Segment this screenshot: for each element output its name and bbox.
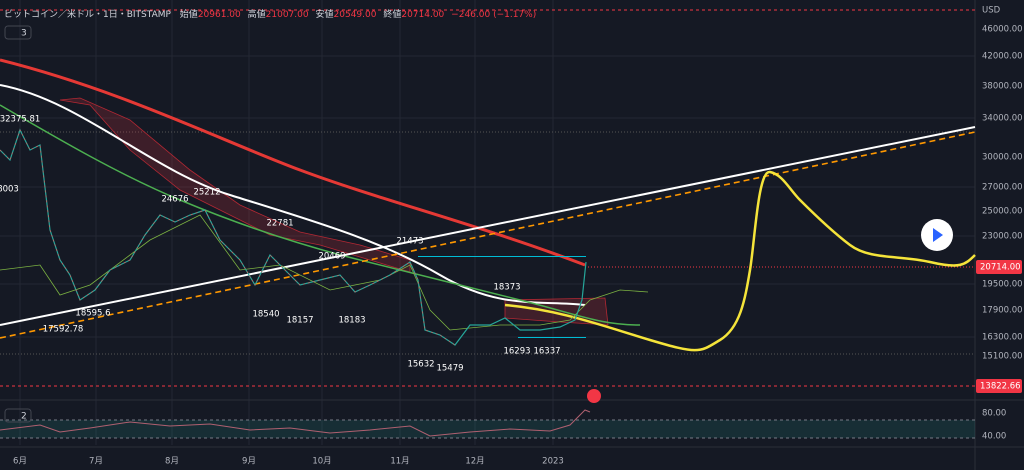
price-tick: 19500.00 (982, 280, 1023, 290)
time-tick: 10月 (312, 457, 331, 467)
price-tick: 17900.00 (982, 306, 1023, 316)
high: 21007.00 (266, 10, 309, 20)
change: −246.00 (−1.17%) (451, 10, 536, 20)
time-tick: 8月 (165, 457, 179, 467)
play-icon (933, 228, 943, 242)
projection (504, 170, 976, 352)
price-annotation: 24676 (161, 195, 188, 205)
price-annotation: 16293 (503, 347, 530, 357)
time-axis: 6月 7月 8月 9月 10月 11月 12月 2023 (13, 457, 564, 467)
price-annotation: 18157 (286, 316, 313, 326)
high-label: 高値 (248, 8, 266, 20)
price-tick: 30000.00 (982, 153, 1023, 163)
event-marker[interactable] (587, 389, 601, 403)
time-tick: 9月 (242, 457, 256, 467)
price-tick: 15100.00 (982, 352, 1023, 362)
symbol: ビットコイン／米ドル・1日・BITSTAMP (4, 8, 171, 20)
price-annotation: 18595.6 (75, 309, 110, 319)
time-tick: 2023 (542, 457, 564, 467)
price-annotation: 8003 (0, 185, 19, 195)
price-annotation: 16337 (533, 347, 560, 357)
price-tick: 42000.00 (982, 52, 1023, 62)
price-annotation: 21473 (396, 237, 423, 247)
price-annotation: 15479 (436, 364, 463, 374)
price-tick: 34000.00 (982, 114, 1023, 124)
indicator-toggle[interactable] (4, 408, 32, 423)
price-annotation: 25212 (193, 188, 220, 198)
price-tag (976, 260, 1022, 274)
annotations: 32375.81 8003 24676 25212 22781 21473 20469 183… (0, 115, 561, 374)
price-path-down (0, 129, 456, 346)
price-axis: 46000.00 42000.00 38000.00 34000.00 30000.00… (982, 25, 1023, 362)
price-tick: 27000.00 (982, 183, 1023, 193)
price-tick: 38000.00 (982, 82, 1023, 92)
time-tick: 12月 (465, 457, 484, 467)
rsi-tick: 80.00 (982, 409, 1006, 419)
price-tick: 23000.00 (982, 232, 1023, 242)
ma-200 (0, 58, 586, 267)
indicator-toggle[interactable] (4, 25, 32, 40)
open-label: 始値 (180, 8, 198, 20)
time-tick: 11月 (390, 457, 409, 467)
lagging-span (0, 214, 649, 331)
time-tick: 7月 (89, 457, 103, 467)
ma-50 (0, 104, 641, 326)
price-tag (976, 379, 1022, 393)
rsi-band (0, 420, 975, 438)
price-annotation: 22781 (266, 219, 293, 229)
time-tick: 6月 (13, 457, 27, 467)
marker-price: 13822.66 (980, 382, 1021, 392)
low-label: 安値 (315, 8, 333, 20)
currency: USD (982, 6, 1001, 16)
range-box (518, 337, 586, 338)
price-annotation: 17592.78 (43, 325, 84, 335)
grid (0, 0, 975, 445)
rsi-line (0, 409, 591, 437)
price-annotation: 18183 (338, 316, 365, 326)
price-annotation: 32375.81 (0, 115, 40, 125)
price-tick: 25000.00 (982, 207, 1023, 217)
trendline (0, 126, 976, 326)
price-tick: 46000.00 (982, 25, 1023, 35)
indicator-count: 2 (21, 412, 27, 422)
ma-100 (0, 84, 586, 306)
close-label: 終値 (383, 8, 401, 20)
range-box (418, 256, 586, 257)
last-price: 20714.00 (980, 263, 1021, 273)
rsi-tick: 40.00 (982, 432, 1006, 442)
trendline-dashed (0, 131, 976, 339)
header: ビットコイン／米ドル・1日・BITSTAMP 始値20961.00 高値2100… (4, 8, 536, 20)
open: 20961.00 (198, 10, 241, 20)
price-annotation: 18540 (252, 310, 279, 320)
low: 20549.00 (334, 10, 377, 20)
price-annotation: 15632 (407, 360, 434, 370)
price-annotation: 18373 (493, 283, 520, 293)
indicator-count: 3 (21, 29, 27, 39)
close: 20714.00 (401, 10, 444, 20)
price-annotation: 20469 (318, 252, 345, 262)
price-tick: 16300.00 (982, 333, 1023, 343)
